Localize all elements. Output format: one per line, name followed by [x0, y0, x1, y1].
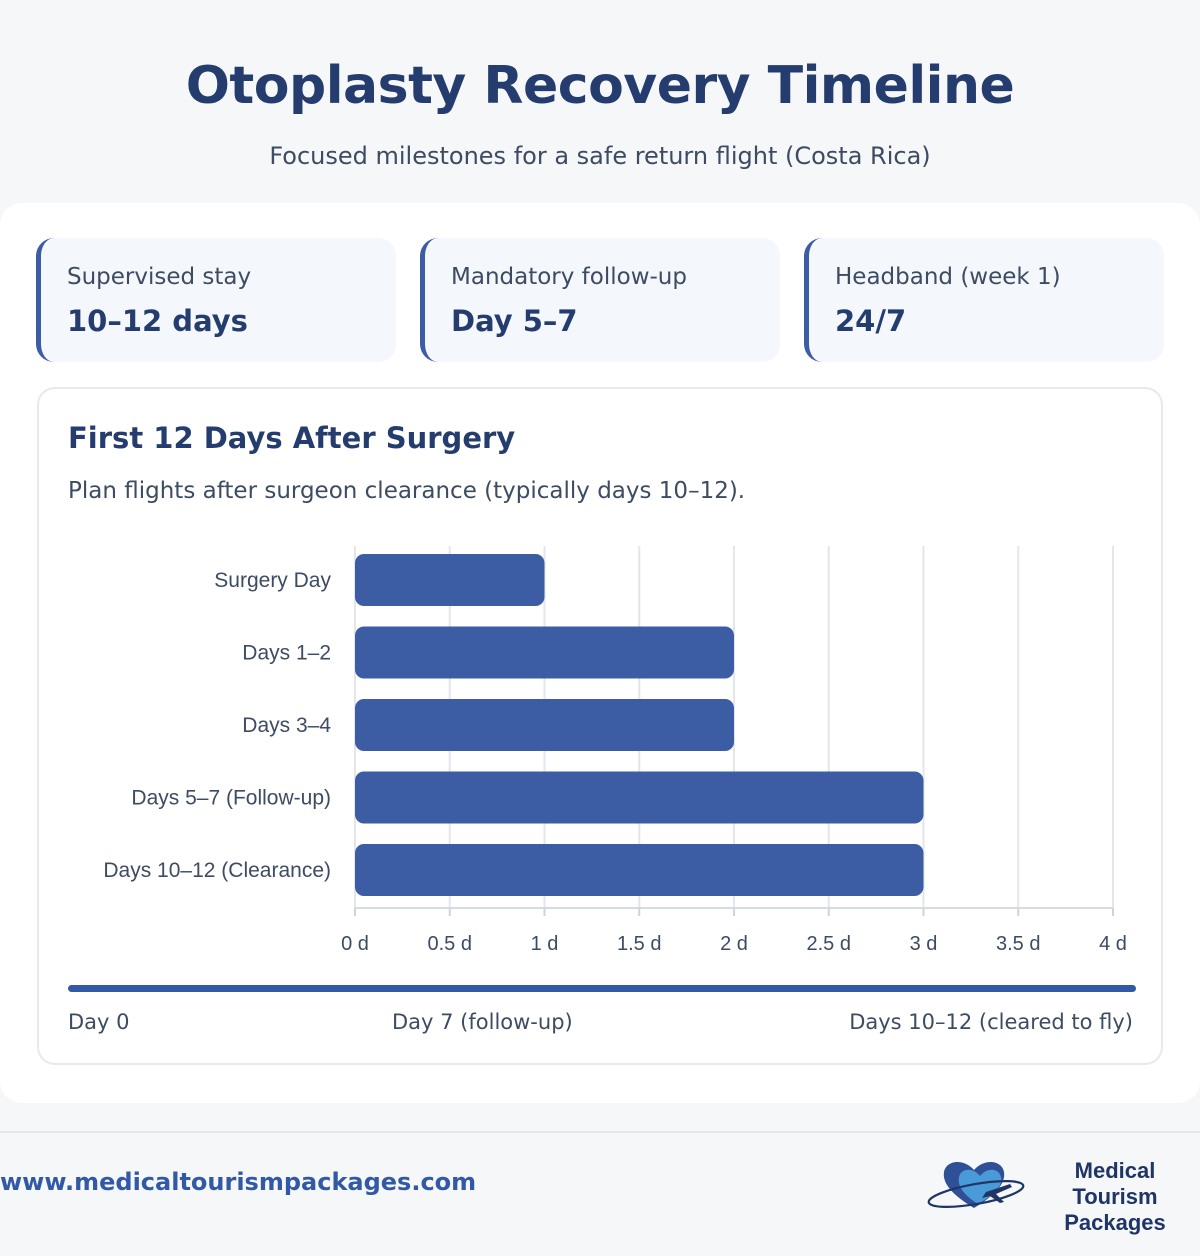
stat-card-headband: Headband (week 1) 24/7	[804, 238, 1164, 362]
bar	[355, 844, 924, 896]
stat-value: 10–12 days	[67, 304, 248, 338]
bar	[355, 626, 734, 679]
x-tick-label: 2.5 d	[807, 933, 851, 955]
chart-title: First 12 Days After Surgery	[68, 421, 516, 455]
stat-label: Supervised stay	[67, 264, 252, 290]
page-title: Otoplasty Recovery Timeline	[185, 56, 1015, 116]
x-tick-label: 2 d	[720, 933, 748, 955]
x-tick-label: 3 d	[910, 933, 938, 955]
chart-card: First 12 Days After Surgery Plan flights…	[37, 387, 1163, 1065]
timeline-end-label: Days 10–12 (cleared to fly)	[849, 1010, 1133, 1034]
stat-card-follow-up: Mandatory follow-up Day 5–7	[420, 238, 780, 362]
stat-card-supervised-stay: Supervised stay 10–12 days	[36, 238, 396, 362]
page-subtitle: Focused milestones for a safe return fli…	[269, 142, 931, 170]
category-label: Days 5–7 (Follow-up)	[131, 787, 331, 810]
x-tick-label: 4 d	[1099, 933, 1127, 955]
stat-label: Headband (week 1)	[835, 264, 1061, 290]
website-link[interactable]: www.medicaltourismpackages.com	[0, 1168, 477, 1196]
category-label: Days 1–2	[242, 642, 331, 665]
stat-label: Mandatory follow-up	[451, 264, 687, 290]
timeline-middle-label: Day 7 (follow-up)	[392, 1010, 573, 1034]
timeline-start-label: Day 0	[68, 1010, 130, 1034]
brand-name: Medical Tourism Packages	[1030, 1158, 1200, 1236]
bar	[355, 771, 924, 824]
brand-line-1: Medical Tourism	[1072, 1158, 1158, 1209]
category-label: Surgery Day	[214, 569, 331, 592]
category-label: Days 10–12 (Clearance)	[103, 859, 331, 882]
stat-value: 24/7	[835, 304, 907, 338]
bar	[355, 699, 734, 751]
footer-divider	[0, 1131, 1200, 1133]
brand-line-2: Packages	[1064, 1210, 1166, 1235]
x-tick-label: 3.5 d	[996, 933, 1040, 955]
category-label: Days 3–4	[242, 714, 331, 737]
x-tick-label: 0 d	[341, 933, 369, 955]
bar	[355, 554, 545, 606]
chart-subtitle: Plan flights after surgeon clearance (ty…	[68, 478, 746, 504]
x-tick-label: 0.5 d	[428, 933, 472, 955]
recovery-bar-chart: 0 d 0.5 d 1 d 1.5 d 2 d 2.5 d 3 d 3.5 d 4 d Surge…	[103, 546, 1127, 955]
timeline-progress-bar	[68, 985, 1136, 992]
stat-value: Day 5–7	[451, 304, 578, 338]
x-tick-label: 1 d	[531, 933, 559, 955]
x-tick-label: 1.5 d	[617, 933, 661, 955]
heart-plane-logo-icon	[927, 1161, 1025, 1209]
